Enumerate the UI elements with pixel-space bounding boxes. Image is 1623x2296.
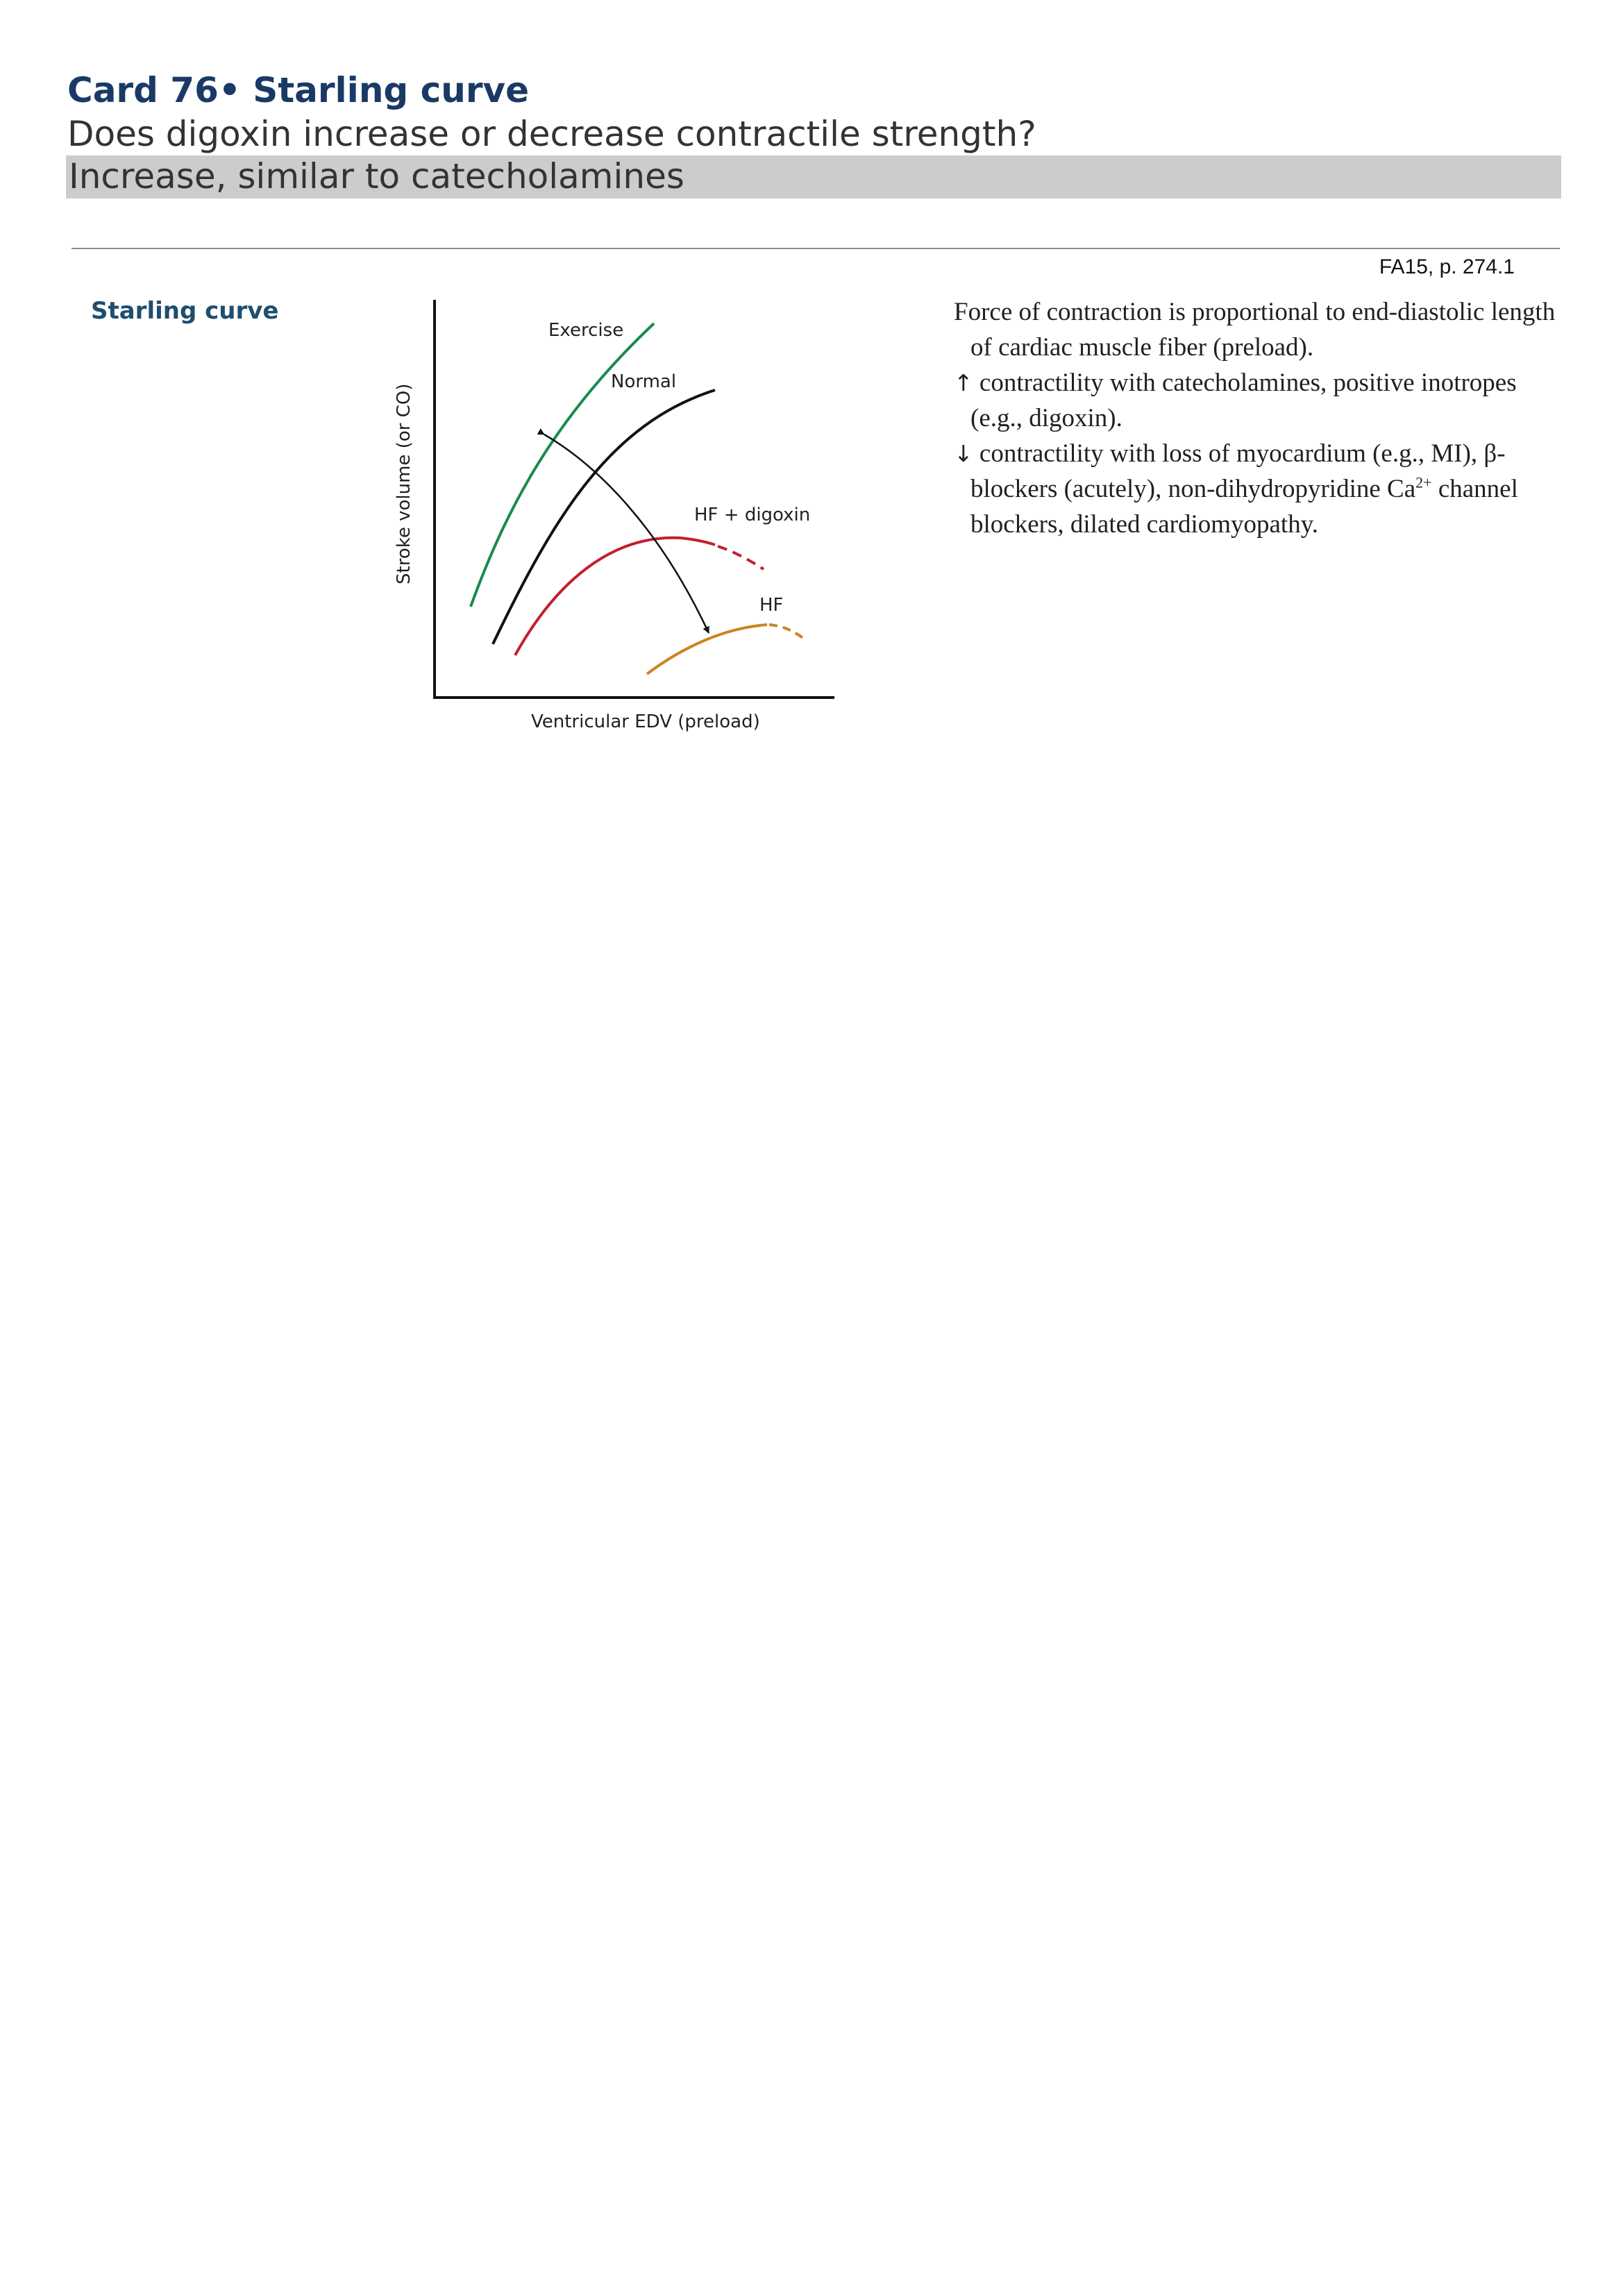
- x-axis-label: Ventricular EDV (preload): [531, 711, 760, 732]
- card-title: Card 76• Starling curve: [67, 70, 530, 110]
- card-question: Does digoxin increase or decrease contra…: [67, 114, 1036, 154]
- y-axis-label: Stroke volume (or CO): [394, 384, 414, 584]
- normal-label: Normal: [611, 371, 676, 392]
- hf-label: HF: [759, 595, 784, 616]
- hf-curve-dashed: [768, 623, 808, 642]
- card-answer: Increase, similar to catecholamines: [66, 155, 1561, 199]
- exercise-label: Exercise: [548, 320, 623, 341]
- paragraph-decrease-text-end: channel blockers, dilated cardiomyopathy…: [970, 475, 1518, 539]
- source-reference: FA15, p. 274.1: [1379, 255, 1515, 278]
- starling-curve-diagram: Exercise Normal HF + digoxin HF Stroke v…: [394, 300, 834, 732]
- section-heading: Starling curve: [91, 297, 279, 325]
- paragraph-decrease-contractility: ↓ contractility with loss of myocardium …: [954, 436, 1565, 542]
- paragraph-increase-contractility: ↑ contractility with catecholamines, pos…: [954, 365, 1565, 436]
- up-arrow-icon: ↑: [954, 369, 973, 396]
- card-header: Card 76• Starling curve Does digoxin inc…: [67, 68, 1560, 155]
- starling-curve-figure: Exercise Normal HF + digoxin HF Stroke v…: [375, 285, 861, 745]
- normal-curve: [491, 389, 716, 645]
- exercise-curve: [469, 322, 655, 607]
- double-headed-arrow: [537, 428, 710, 634]
- axes: [433, 300, 834, 699]
- hf-curve: [646, 623, 768, 675]
- paragraph-increase-text: contractility with catecholamines, posit…: [970, 369, 1517, 432]
- paragraph-preload: Force of contraction is proportional to …: [954, 294, 1565, 365]
- body-text: Force of contraction is proportional to …: [954, 294, 1565, 542]
- hf-digoxin-curve: [514, 536, 716, 656]
- down-arrow-icon: ↓: [954, 440, 973, 467]
- hf-digoxin-label: HF + digoxin: [694, 505, 810, 525]
- divider: [72, 248, 1560, 249]
- card-answer-text: Increase, similar to catecholamines: [69, 156, 684, 196]
- hf-digoxin-curve-dashed: [717, 545, 765, 571]
- paragraph-preload-text: Force of contraction is proportional to …: [954, 298, 1556, 362]
- paragraph-decrease-text: contractility with loss of myocardium (e…: [970, 439, 1506, 503]
- calcium-charge: 2+: [1415, 473, 1432, 491]
